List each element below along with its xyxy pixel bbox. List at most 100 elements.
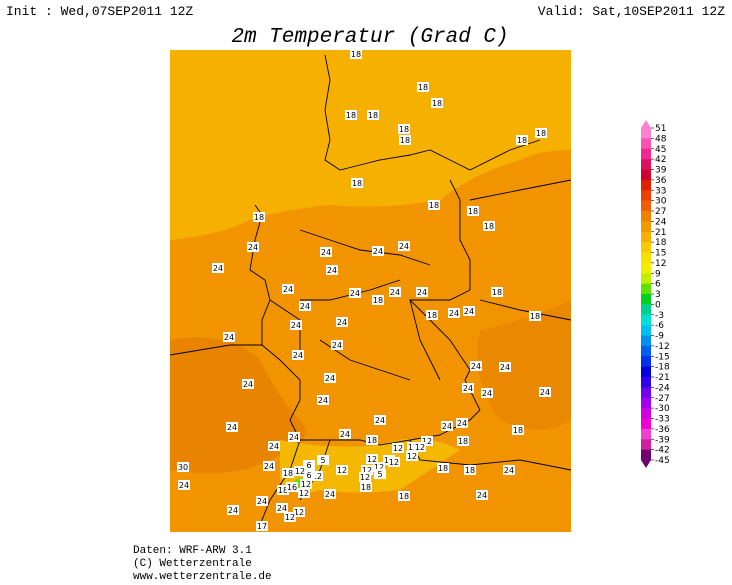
station: 24 [178,480,190,490]
station: 24 [326,265,338,275]
station-value: 24 [224,333,234,342]
station: 17 [256,521,268,531]
station: 12 [284,512,296,522]
colorbar-label: -42 [655,446,670,456]
station-value: 24 [477,491,487,500]
station-box [223,332,235,342]
station: 24 [276,503,288,513]
station-box [339,429,351,439]
colorbar-segment [641,408,651,419]
station: 24 [263,461,275,471]
colorbar-label: -24 [655,383,670,393]
station-value: 18 [432,99,442,108]
station: 18 [529,311,541,321]
station-value: 24 [248,243,258,252]
station-box [441,421,453,431]
station-value: 24 [321,248,331,257]
station: 24 [372,246,384,256]
colorbar-label: 30 [655,197,667,207]
station: 24 [389,287,401,297]
colorbar-label: 42 [655,155,666,165]
station-box [366,454,378,464]
colorbar-segment [641,221,651,233]
colorbar-label: -18 [655,363,670,373]
warm-zone-north [170,50,571,240]
station-value: 18 [399,492,409,501]
station: 24 [456,418,468,428]
hot-zone-west [170,337,306,474]
station-value: 16 [287,483,297,492]
station-box [326,265,338,275]
station-value: 18 [418,83,428,92]
station-value: 24 [228,506,238,515]
station-value: 24 [540,388,550,397]
station-box [389,287,401,297]
station-value: 6 [306,471,311,480]
station-box [462,383,474,393]
station: 24 [282,284,294,294]
station-box [317,395,329,405]
station-value: 24 [340,430,350,439]
station-value: 12 [374,463,384,472]
station-box [336,465,348,475]
station-value: 12 [312,472,322,481]
colorbar-segment [641,335,651,347]
station-box [298,488,310,498]
colorbar-label: -33 [655,415,670,425]
station: 12 [293,507,305,517]
station-value: 12 [422,437,432,446]
valid-time: Valid: Sat,10SEP2011 12Z [538,4,725,19]
station-box [398,124,410,134]
colorbar-segment [641,366,651,378]
station-box [311,471,323,481]
station-box [503,465,515,475]
station: 24 [242,379,254,389]
colorbar-segment [641,262,651,274]
station-box [539,387,551,397]
colorbar-segment [641,179,651,191]
station: 24 [374,415,386,425]
station: 18 [535,128,547,138]
station: 24 [398,241,410,251]
station: 30 [177,462,189,472]
colorbar-label: -39 [655,435,670,445]
station: 18 [399,135,411,145]
station: 12 [336,465,348,475]
station: 24 [247,242,259,252]
station-value: 12 [393,444,403,453]
colorbar-label: 15 [655,249,666,259]
station: 24 [462,383,474,393]
station-box [178,480,190,490]
station: 24 [290,320,302,330]
station-box [417,82,429,92]
station-box [529,311,541,321]
map-title: 2m Temperatur (Grad C) [231,26,508,49]
station-value: 12 [337,466,347,475]
station-value: 18 [351,50,361,59]
colorbar-segment [641,252,651,264]
station-value: 12 [389,458,399,467]
station-value: 24 [457,419,467,428]
station-value: 18 [367,436,377,445]
colorbar-label: 24 [655,217,667,227]
colorbar-segment [641,128,651,139]
station: 12 [366,454,378,464]
colorbar-label: 9 [655,269,661,279]
station: 12 [359,472,371,482]
colorbar-label: 18 [655,238,667,248]
station-value: 24 [289,433,299,442]
colorbar-segment [641,200,651,212]
station: 12 [298,488,310,498]
station: 24 [212,263,224,273]
station-box [516,135,528,145]
colorbar-segment [641,138,651,150]
station-box [263,461,275,471]
station-box [491,287,503,297]
station-value: 24 [277,504,287,513]
colorbar-segment [641,211,651,222]
colorbar-label: -15 [655,352,670,362]
station-box [351,178,363,188]
station-box [407,442,419,452]
station-box [317,455,329,465]
